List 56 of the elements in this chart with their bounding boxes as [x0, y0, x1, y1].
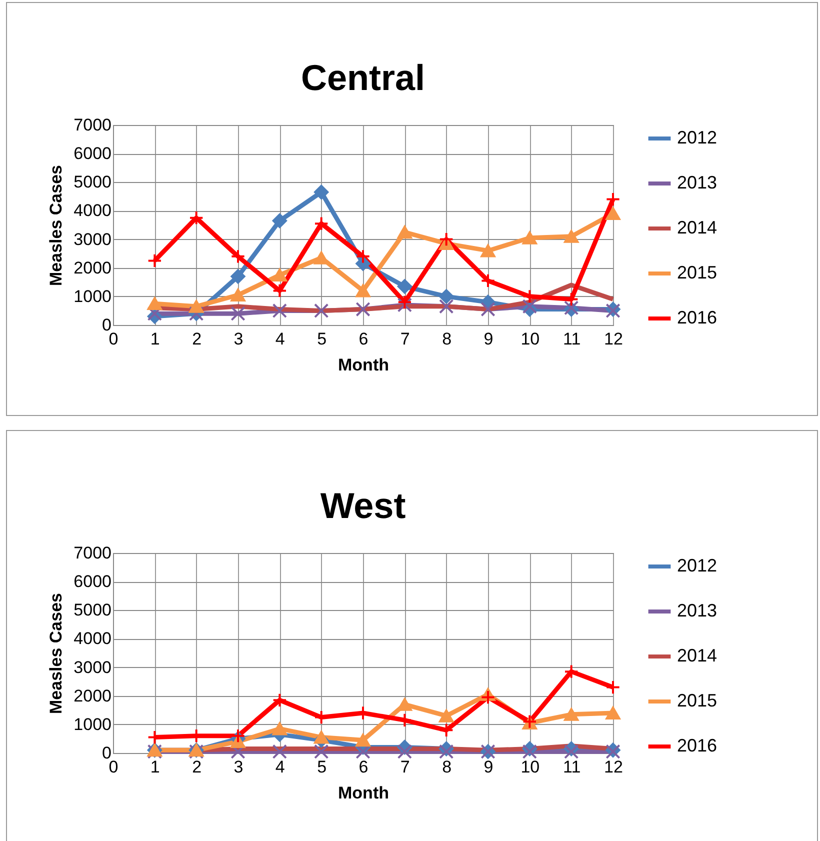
x-tick-label: 8: [442, 758, 452, 776]
x-tick-label: 9: [484, 330, 494, 348]
x-axis-title: Month: [338, 356, 389, 374]
x-tick-label: 6: [358, 330, 368, 348]
y-tick-label: 6000: [74, 144, 112, 164]
legend-label: 2015: [677, 262, 718, 282]
y-axis-title: Measles Cases: [46, 165, 66, 286]
x-tick-label: 12: [604, 758, 623, 776]
legend-label: 2013: [677, 600, 718, 620]
x-tick-label: 10: [520, 330, 540, 348]
y-tick-label: 5000: [74, 172, 112, 192]
x-tick-label: 2: [192, 330, 202, 348]
x-tick-label: 6: [358, 758, 368, 776]
y-tick-label: 0: [102, 316, 112, 334]
x-axis-title: Month: [338, 784, 389, 802]
y-tick-label: 3000: [74, 230, 112, 249]
y-tick-label: 6000: [74, 572, 112, 592]
x-tick-label: 7: [400, 330, 410, 348]
x-tick-label: 8: [442, 330, 452, 348]
y-tick-label: 4000: [74, 629, 112, 648]
x-tick-label: 3: [234, 330, 244, 348]
y-axis-title: Measles Cases: [46, 593, 66, 714]
x-tick-label: 2: [192, 758, 202, 776]
x-tick-label: 9: [484, 758, 494, 776]
x-tick-label: 10: [520, 758, 540, 776]
y-tick-label: 7000: [74, 116, 112, 134]
legend-label: 2014: [677, 646, 718, 666]
x-tick-label: 3: [234, 758, 244, 776]
x-tick-label: 4: [275, 758, 285, 776]
legend-label: 2015: [677, 690, 718, 710]
x-tick-label: 5: [317, 758, 327, 776]
y-tick-label: 1000: [74, 286, 112, 306]
x-tick-label: 7: [400, 758, 410, 776]
y-tick-label: 2000: [74, 258, 112, 278]
y-tick-label: 1000: [74, 714, 112, 734]
legend-label: 2012: [677, 128, 718, 148]
y-tick-label: 0: [102, 744, 112, 762]
legend-label: 2014: [677, 218, 718, 238]
y-tick-label: 3000: [74, 658, 112, 677]
chart-title: West: [320, 485, 406, 526]
legend-label: 2016: [677, 736, 718, 756]
legend-label: 2012: [677, 556, 718, 576]
x-tick-label: 1: [150, 330, 160, 348]
y-tick-label: 4000: [74, 201, 112, 220]
x-tick-label: 1: [150, 758, 160, 776]
x-tick-label: 5: [317, 330, 327, 348]
y-tick-label: 2000: [74, 686, 112, 706]
legend-label: 2013: [677, 172, 718, 192]
chart-title: Central: [300, 57, 426, 98]
y-tick-label: 7000: [74, 544, 112, 562]
y-tick-label: 5000: [74, 600, 112, 620]
x-tick-label: 11: [563, 758, 581, 776]
x-tick-label: 11: [563, 330, 581, 348]
x-tick-label: 12: [604, 330, 623, 348]
legend-label: 2016: [677, 308, 718, 328]
x-tick-label: 4: [275, 330, 285, 348]
